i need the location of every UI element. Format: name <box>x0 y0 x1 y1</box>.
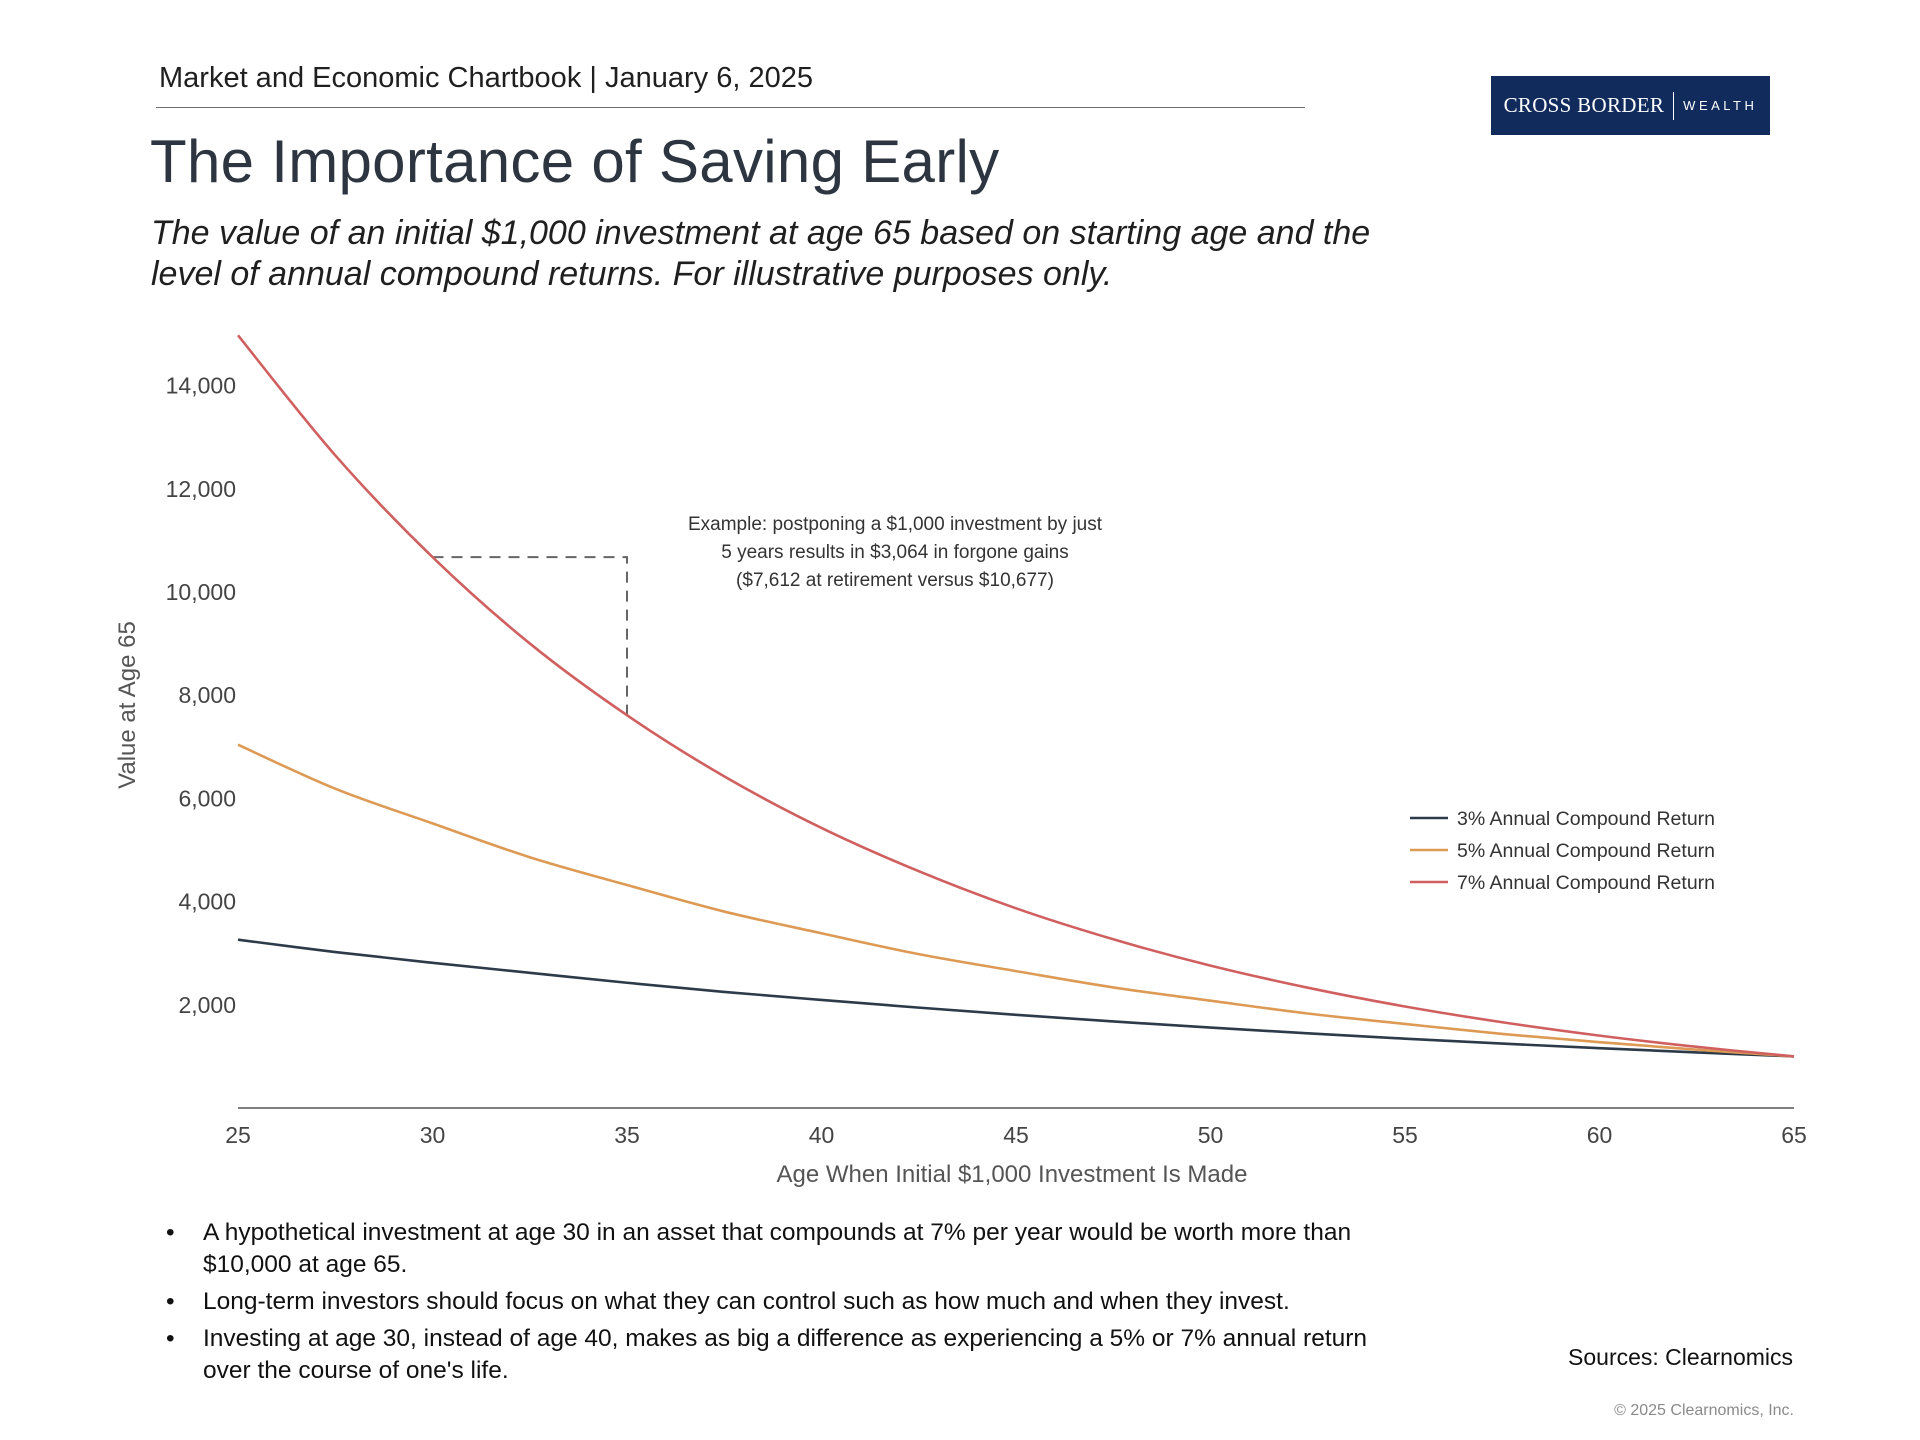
legend-label: 5% Annual Compound Return <box>1457 840 1715 862</box>
y-tick-label: 14,000 <box>166 373 236 399</box>
bullet-point: Investing at age 30, instead of age 40, … <box>166 1323 1406 1387</box>
subtitle-line-2: level of annual compound returns. For il… <box>151 255 1113 293</box>
legend-label: 3% Annual Compound Return <box>1457 808 1715 830</box>
x-tick-label: 35 <box>614 1122 640 1148</box>
y-tick-label: 10,000 <box>166 579 236 605</box>
logo-brand: CROSS BORDER <box>1503 93 1665 117</box>
sources-note: Sources: Clearnomics <box>1568 1344 1793 1370</box>
y-axis-label: Value at Age 65 <box>114 621 141 789</box>
chartbook-name: Market and Economic Chartbook <box>159 62 582 94</box>
x-tick-label: 40 <box>809 1122 835 1148</box>
x-tick-label: 45 <box>1003 1122 1029 1148</box>
annotation-line-2: 5 years results in $3,064 in forgone gai… <box>721 542 1069 563</box>
y-tick-label: 12,000 <box>166 476 236 502</box>
x-tick-label: 30 <box>420 1122 446 1148</box>
key-points-list: A hypothetical investment at age 30 in a… <box>166 1217 1406 1392</box>
bullet-point: Long-term investors should focus on what… <box>166 1286 1406 1318</box>
x-tick-label: 60 <box>1587 1122 1613 1148</box>
series-line-5-percent <box>237 743 1795 1058</box>
header-separator: | <box>589 62 597 94</box>
page-title: The Importance of Saving Early <box>150 128 1000 195</box>
bullet-point: A hypothetical investment at age 30 in a… <box>166 1217 1406 1281</box>
y-tick-label: 2,000 <box>178 992 236 1018</box>
cross-border-wealth-logo: CROSS BORDER WEALTH <box>1491 76 1770 135</box>
x-tick-label: 65 <box>1781 1122 1807 1148</box>
y-tick-label: 6,000 <box>178 785 236 811</box>
x-axis-label: Age When Initial $1,000 Investment Is Ma… <box>777 1161 1248 1188</box>
x-tick-label: 55 <box>1392 1122 1418 1148</box>
x-tick-label: 50 <box>1198 1122 1224 1148</box>
series-line-7-percent <box>236 334 1795 1058</box>
annotation-dashed-guide <box>432 556 628 716</box>
page-subtitle: The value of an initial $1,000 investmen… <box>151 213 1451 295</box>
series-line-3-percent <box>237 938 1795 1058</box>
y-tick-label: 4,000 <box>178 889 236 915</box>
subtitle-line-1: The value of an initial $1,000 investmen… <box>151 214 1371 252</box>
x-tick-label: 25 <box>225 1122 251 1148</box>
logo-divider <box>1673 91 1675 120</box>
header-rule <box>156 107 1305 108</box>
y-tick-label: 8,000 <box>178 682 236 708</box>
logo-sub: WEALTH <box>1683 98 1758 113</box>
chartbook-date: January 6, 2025 <box>604 62 813 94</box>
annotation-line-1: Example: postponing a $1,000 investment … <box>688 514 1103 535</box>
legend-label: 7% Annual Compound Return <box>1457 872 1715 894</box>
chartbook-header: Market and Economic Chartbook | January … <box>159 62 813 95</box>
copyright-note: © 2025 Clearnomics, Inc. <box>1614 1402 1794 1419</box>
annotation-line-3: ($7,612 at retirement versus $10,677) <box>736 570 1054 591</box>
